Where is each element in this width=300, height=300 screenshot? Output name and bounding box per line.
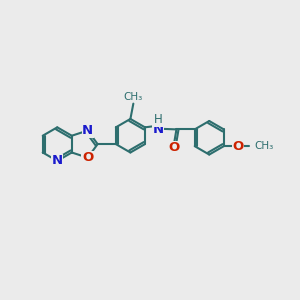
Text: CH₃: CH₃ [255, 141, 274, 151]
Text: O: O [169, 141, 180, 154]
Text: O: O [82, 151, 93, 164]
Text: N: N [153, 123, 164, 136]
Text: CH₃: CH₃ [124, 92, 143, 102]
Text: O: O [232, 140, 244, 153]
Text: N: N [52, 154, 63, 167]
Text: N: N [82, 124, 93, 137]
Text: H: H [154, 113, 163, 127]
